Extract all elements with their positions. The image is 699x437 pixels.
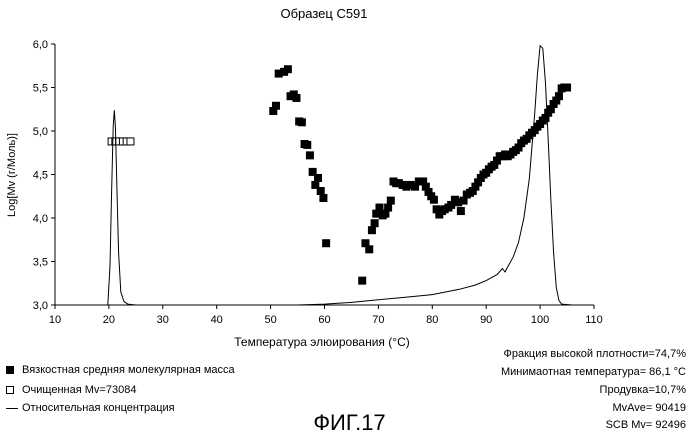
series-filled-square [270, 66, 571, 284]
viscosity-mw-point [298, 119, 305, 126]
stat-purge: Продувка=10,7% [600, 384, 686, 396]
viscosity-mw-point [284, 66, 291, 73]
x-ticks: 10 20 30 40 50 60 70 80 90 100 110 [49, 305, 603, 326]
y-tick-label: 5,0 [33, 126, 48, 138]
viscosity-mw-point [315, 174, 322, 181]
x-tick-label: 70 [372, 314, 384, 326]
series-line [55, 46, 594, 305]
legend-open-square-marker [6, 386, 14, 394]
x-tick-label: 30 [157, 314, 169, 326]
legend-label: Очищенная Mv=73084 [22, 384, 136, 396]
viscosity-mw-point [272, 102, 279, 109]
x-tick-label: 80 [426, 314, 438, 326]
viscosity-mw-point [564, 84, 571, 91]
viscosity-mw-point [387, 197, 394, 204]
concentration-curve [55, 46, 594, 305]
x-tick-label: 50 [264, 314, 276, 326]
viscosity-mw-point [304, 141, 311, 148]
legend-label: Вязкостная средняя молекулярная масса [22, 364, 235, 376]
chart-title: Образец С591 [280, 6, 367, 21]
legend-item-purified: Очищенная Mv=73084 [6, 384, 136, 396]
stat-min-temperature: Минимаотная температура= 86,1 °C [501, 366, 686, 378]
x-tick-label: 110 [585, 314, 603, 326]
viscosity-mw-point [317, 188, 324, 195]
series-layer [55, 46, 594, 305]
y-tick-label: 3,5 [33, 257, 48, 269]
viscosity-mw-point [555, 93, 562, 100]
viscosity-mw-point [457, 208, 464, 215]
y-tick-label: 6,0 [33, 39, 48, 51]
viscosity-mw-point [306, 152, 313, 159]
x-tick-label: 90 [480, 314, 492, 326]
y-tick-label: 5,5 [33, 83, 48, 95]
viscosity-mw-point [430, 196, 437, 203]
viscosity-mw-point [359, 277, 366, 284]
legend-item-viscosity: Вязкостная средняя молекулярная масса [6, 364, 235, 376]
x-tick-label: 100 [531, 314, 549, 326]
viscosity-mw-point [368, 227, 375, 234]
x-tick-label: 20 [103, 314, 115, 326]
legend-line-marker [6, 408, 18, 409]
legend-filled-square-marker [6, 366, 14, 374]
viscosity-mw-point [366, 246, 373, 253]
purified-mv-point [127, 138, 134, 145]
stat-high-density-fraction: Фракция высокой плотности=74,7% [503, 348, 686, 360]
y-tick-label: 3,0 [33, 300, 48, 312]
series-open-square [108, 138, 134, 145]
viscosity-mw-point [385, 204, 392, 211]
axes [55, 44, 594, 305]
y-tick-label: 4,0 [33, 213, 48, 225]
x-tick-label: 40 [211, 314, 223, 326]
y-tick-label: 4,5 [33, 170, 48, 182]
viscosity-mw-point [293, 94, 300, 101]
y-axis-label: Log[Mv (г/Моль)] [6, 133, 18, 217]
x-axis-label: Температура элюирования (°C) [234, 335, 409, 349]
figure-label: ФИГ.17 [0, 410, 699, 436]
viscosity-mw-point [371, 220, 378, 227]
x-tick-label: 10 [49, 314, 61, 326]
x-tick-label: 60 [318, 314, 330, 326]
y-ticks: 3,0 3,5 4,0 4,5 5,0 5,5 6,0 [33, 39, 55, 312]
viscosity-mw-point [320, 194, 327, 201]
viscosity-mw-point [323, 240, 330, 247]
